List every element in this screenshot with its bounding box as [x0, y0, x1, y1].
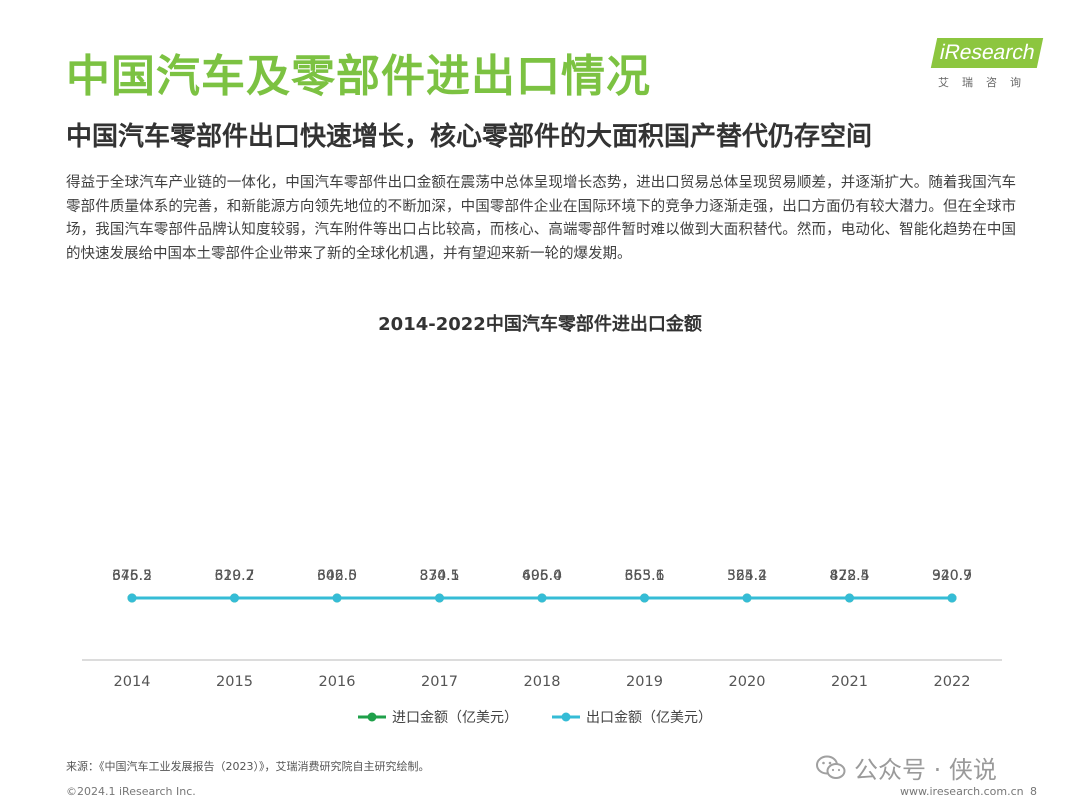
data-point	[127, 593, 137, 603]
data-label: 646.2	[112, 568, 152, 584]
x-tick-label: 2021	[831, 674, 868, 690]
x-tick-label: 2018	[524, 674, 561, 690]
logo-subtext: 艾瑞咨询	[938, 76, 1034, 89]
page-title: 中国汽车及零部件进出口情况	[66, 51, 651, 102]
data-label: 619.2	[214, 568, 254, 584]
data-point	[640, 593, 649, 603]
data-label: 696.4	[522, 568, 562, 584]
watermark-text: 公众号 · 侠说	[854, 756, 997, 784]
x-tick-label: 2022	[934, 674, 971, 690]
data-point	[947, 593, 957, 603]
data-label: 370.5	[419, 568, 459, 584]
copyright: ©2024.1 iResearch Inc.	[66, 785, 196, 798]
legend-label: 出口金额（亿美元）	[586, 710, 712, 726]
legend-marker	[561, 712, 571, 722]
page-subtitle: 中国汽车零部件出口快速增长，核心零部件的大面积国产替代仍存空间	[66, 122, 873, 152]
wechat-icon	[816, 755, 846, 781]
data-label: 340.9	[932, 568, 972, 584]
data-label: 320.7	[214, 568, 254, 584]
data-label: 405.0	[522, 568, 562, 584]
data-label: 920.7	[932, 568, 972, 584]
chart-title: 2014-2022中国汽车零部件进出口金额	[378, 314, 702, 335]
data-label: 565.2	[727, 568, 767, 584]
data-point	[845, 593, 854, 603]
data-point	[230, 593, 239, 603]
iresearch-logo: iResearch 艾瑞咨询	[930, 36, 1044, 92]
x-tick-label: 2014	[114, 674, 151, 690]
data-label: 324.4	[727, 568, 767, 584]
data-point	[537, 593, 547, 603]
line-chart: 375.5 320.7 346.0 370.5 405.0 353.1 324.4 422.5…	[82, 568, 1002, 726]
x-tick-label: 2019	[626, 674, 663, 690]
x-tick-label: 2017	[421, 674, 458, 690]
data-point	[332, 593, 342, 603]
data-label: 602.5	[317, 568, 357, 584]
data-label: 375.5	[112, 568, 152, 584]
x-tick-label: 2015	[216, 674, 253, 690]
watermark: 公众号 · 侠说	[816, 750, 997, 785]
data-label: 878.4	[829, 568, 869, 584]
data-label: 834.1	[419, 568, 459, 584]
data-label: 353.1	[624, 568, 664, 584]
site-url[interactable]: www.iresearch.com.cn	[900, 785, 1024, 798]
logo-wordmark: iResearch	[930, 38, 1044, 68]
legend-marker	[367, 712, 377, 722]
data-label: 422.5	[829, 568, 869, 584]
body-paragraph: 得益于全球汽车产业链的一体化，中国汽车零部件出口金额在震荡中总体呈现增长态势，进…	[66, 175, 1016, 262]
page-number: 8	[1030, 785, 1037, 798]
data-label: 665.6	[624, 568, 664, 584]
legend-label: 进口金额（亿美元）	[392, 710, 518, 726]
data-label: 346.0	[317, 568, 357, 584]
x-tick-label: 2020	[729, 674, 766, 690]
x-tick-label: 2016	[319, 674, 356, 690]
data-point	[742, 593, 752, 603]
source-note: 来源：《中国汽车工业发展报告（2023）》，艾瑞消费研究院自主研究绘制。	[66, 760, 430, 773]
data-point	[435, 593, 444, 603]
